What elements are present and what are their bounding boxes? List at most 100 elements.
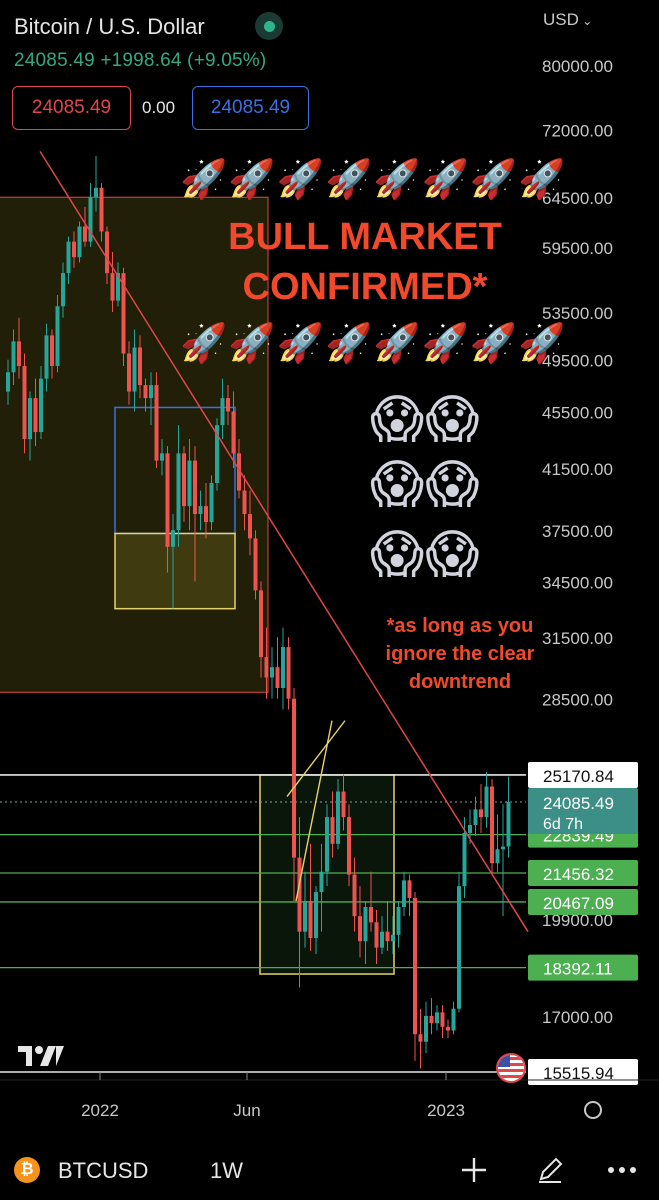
candle-68 xyxy=(380,931,384,948)
candle-51 xyxy=(286,647,291,699)
y-tick-label-13: 17000.00 xyxy=(542,1008,613,1027)
y-tick-label-6: 45500.00 xyxy=(542,403,613,422)
candle-25 xyxy=(143,385,148,399)
candle-64 xyxy=(358,916,362,942)
candle-81 xyxy=(451,1008,456,1031)
y-tick-label-7: 41500.00 xyxy=(542,460,613,479)
candle-55 xyxy=(308,900,313,939)
candle-31 xyxy=(176,453,181,531)
currency-label: USD xyxy=(543,10,579,29)
y-tick-label-1: 72000.00 xyxy=(542,122,613,141)
pencil-icon[interactable] xyxy=(532,1152,568,1188)
candle-76 xyxy=(424,1015,428,1042)
current-price-tag xyxy=(528,788,638,835)
headline-line-1: BULL MARKET xyxy=(228,216,502,258)
candle-67 xyxy=(374,922,379,948)
x-tick-label-2: 2023 xyxy=(427,1101,465,1120)
candle-26 xyxy=(149,385,153,399)
candle-32 xyxy=(182,453,186,507)
candle-24 xyxy=(138,347,142,386)
candle-12 xyxy=(72,241,76,258)
symbol-button[interactable]: BTCUSD xyxy=(58,1158,149,1183)
candle-7 xyxy=(44,335,49,379)
candle-70 xyxy=(391,934,395,942)
candle-3 xyxy=(22,365,27,440)
y-tick-label-3: 59500.00 xyxy=(542,239,613,258)
interval-button[interactable]: 1W xyxy=(210,1158,243,1183)
currency-selector[interactable]: USD ⌄ xyxy=(543,10,592,30)
candle-59 xyxy=(330,817,335,844)
price-level-tag-2 xyxy=(528,859,638,886)
footnote-line-3: downtrend xyxy=(408,671,512,693)
y-tick-label-4: 53500.00 xyxy=(542,304,613,323)
candle-62 xyxy=(347,817,351,875)
candle-30 xyxy=(171,530,175,547)
candle-13 xyxy=(77,226,82,258)
candle-10 xyxy=(61,273,65,307)
candle-37 xyxy=(209,482,214,523)
candle-0 xyxy=(6,372,10,392)
candle-47 xyxy=(264,657,269,678)
candle-50 xyxy=(281,647,285,689)
price-level-tag-4 xyxy=(528,954,638,981)
candle-80 xyxy=(446,1026,450,1031)
candle-44 xyxy=(248,514,252,539)
candle-86 xyxy=(479,809,483,818)
price-level-tag-5 xyxy=(528,1059,638,1085)
candle-17 xyxy=(99,187,104,232)
candle-61 xyxy=(341,791,346,818)
candle-36 xyxy=(204,506,208,523)
sell-button[interactable]: 24085.49 xyxy=(12,86,131,130)
current-price-label: 24085.49 xyxy=(543,794,614,813)
candle-74 xyxy=(413,897,417,1035)
bitcoin-icon: ₿ xyxy=(14,1157,40,1183)
y-tick-label-5: 49500.00 xyxy=(542,352,613,371)
candle-49 xyxy=(275,667,280,689)
candle-9 xyxy=(55,306,60,366)
buy-button[interactable]: 24085.49 xyxy=(192,86,309,130)
us-flag-icon xyxy=(496,1053,526,1083)
candle-69 xyxy=(385,931,390,942)
yellow-ray-1 xyxy=(286,720,346,797)
headline-line-2: CONFIRMED* xyxy=(242,266,488,308)
candle-34 xyxy=(193,460,197,515)
candle-15 xyxy=(88,197,93,242)
price-chart[interactable]: 80000.00 72000.00 64500.00 59500.00 53500.00… xyxy=(0,0,659,1140)
candle-45 xyxy=(253,538,258,591)
price-level-label-5: 15515.94 xyxy=(543,1064,614,1083)
bottom-toolbar xyxy=(0,1140,659,1200)
candle-19 xyxy=(110,273,115,301)
candle-29 xyxy=(165,453,170,547)
market-status-icon xyxy=(255,12,283,40)
scream-row-2: 😱😱 xyxy=(370,456,481,514)
candle-20 xyxy=(116,273,120,301)
candle-21 xyxy=(121,273,126,354)
price-level-label-3: 20467.09 xyxy=(543,894,614,913)
more-icon[interactable] xyxy=(604,1152,640,1188)
candle-6 xyxy=(39,378,43,433)
candle-33 xyxy=(187,460,192,507)
price-level-tag-0 xyxy=(528,761,638,788)
candle-90 xyxy=(501,846,505,850)
yellow-ray-2 xyxy=(295,720,333,902)
candle-35 xyxy=(198,506,203,515)
candle-82 xyxy=(457,886,461,1009)
candle-71 xyxy=(396,906,401,935)
candle-60 xyxy=(336,791,340,844)
candle-5 xyxy=(33,398,38,433)
candle-87 xyxy=(484,786,489,818)
candle-77 xyxy=(429,1015,434,1024)
candle-16 xyxy=(94,187,98,198)
plus-icon[interactable] xyxy=(456,1152,492,1188)
rocket-row-bottom: 🚀🚀🚀🚀🚀🚀🚀🚀 xyxy=(180,323,567,365)
scream-row-1: 😱😱 xyxy=(370,391,481,449)
candle-66 xyxy=(369,906,373,923)
candle-23 xyxy=(132,347,137,392)
candle-4 xyxy=(28,398,32,440)
candle-39 xyxy=(220,398,225,426)
candle-57 xyxy=(319,871,324,893)
spread-value: 0.00 xyxy=(142,98,176,117)
candle-72 xyxy=(402,880,406,907)
candle-54 xyxy=(303,900,307,932)
x-tick-label-1: Jun xyxy=(233,1101,260,1120)
